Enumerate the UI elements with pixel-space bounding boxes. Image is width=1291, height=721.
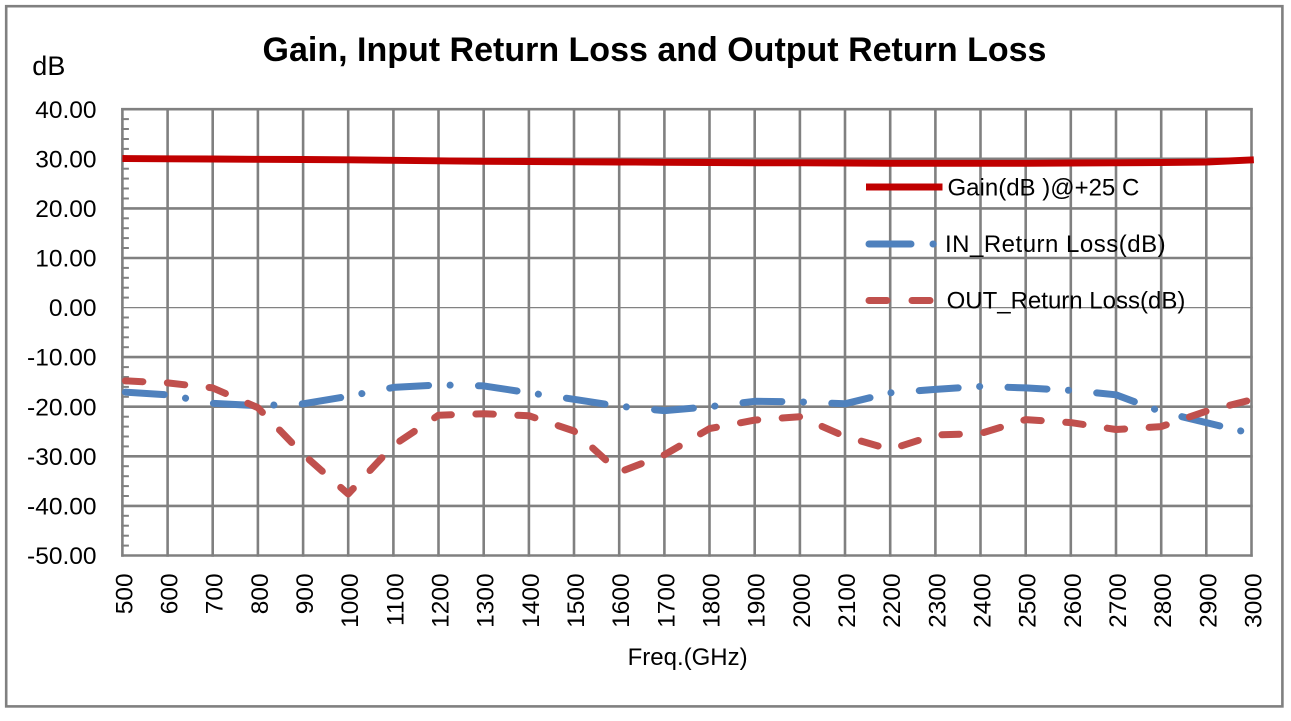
svg-text:20.00: 20.00 — [35, 196, 96, 223]
svg-text:OUT_Return Loss(dB): OUT_Return Loss(dB) — [947, 288, 1186, 315]
svg-text:-10.00: -10.00 — [27, 345, 96, 372]
svg-text:2800: 2800 — [1150, 573, 1177, 628]
svg-text:40.00: 40.00 — [35, 97, 96, 124]
svg-text:1200: 1200 — [428, 573, 455, 628]
svg-text:10.00: 10.00 — [35, 246, 96, 273]
svg-text:30.00: 30.00 — [35, 146, 96, 173]
svg-text:1100: 1100 — [382, 573, 409, 626]
svg-text:Gain(dB )@+25 C: Gain(dB )@+25 C — [948, 174, 1140, 201]
svg-text:2200: 2200 — [879, 573, 906, 628]
svg-text:2300: 2300 — [924, 573, 951, 628]
svg-text:1500: 1500 — [563, 573, 590, 628]
svg-text:-40.00: -40.00 — [27, 494, 96, 521]
svg-text:0.00: 0.00 — [49, 295, 97, 322]
svg-text:Gain, Input Return Loss and Ou: Gain, Input Return Loss and Output Retur… — [263, 31, 1047, 69]
svg-text:700: 700 — [202, 573, 229, 614]
svg-text:600: 600 — [157, 573, 184, 614]
svg-text:2900: 2900 — [1195, 573, 1222, 628]
svg-text:1400: 1400 — [518, 573, 545, 628]
svg-text:IN_Return Loss(dB): IN_Return Loss(dB) — [945, 231, 1166, 258]
svg-text:2600: 2600 — [1060, 573, 1087, 628]
svg-text:1300: 1300 — [473, 573, 500, 628]
svg-text:800: 800 — [247, 573, 274, 614]
svg-text:1900: 1900 — [744, 573, 771, 628]
svg-text:-50.00: -50.00 — [27, 543, 96, 570]
svg-text:2400: 2400 — [970, 573, 997, 628]
svg-text:2700: 2700 — [1105, 573, 1132, 628]
svg-text:2100: 2100 — [834, 573, 861, 628]
svg-text:1800: 1800 — [699, 573, 726, 628]
svg-text:2500: 2500 — [1015, 573, 1042, 628]
svg-text:500: 500 — [111, 573, 138, 614]
svg-text:1600: 1600 — [608, 573, 635, 628]
svg-text:dB: dB — [32, 51, 65, 81]
svg-text:Freq.(GHz): Freq.(GHz) — [628, 644, 748, 671]
svg-text:1000: 1000 — [337, 573, 364, 628]
svg-text:-20.00: -20.00 — [27, 394, 96, 421]
svg-text:-30.00: -30.00 — [27, 444, 96, 471]
svg-text:3000: 3000 — [1241, 573, 1268, 628]
svg-text:1700: 1700 — [653, 573, 680, 628]
svg-text:2000: 2000 — [789, 573, 816, 628]
svg-text:900: 900 — [292, 573, 319, 614]
